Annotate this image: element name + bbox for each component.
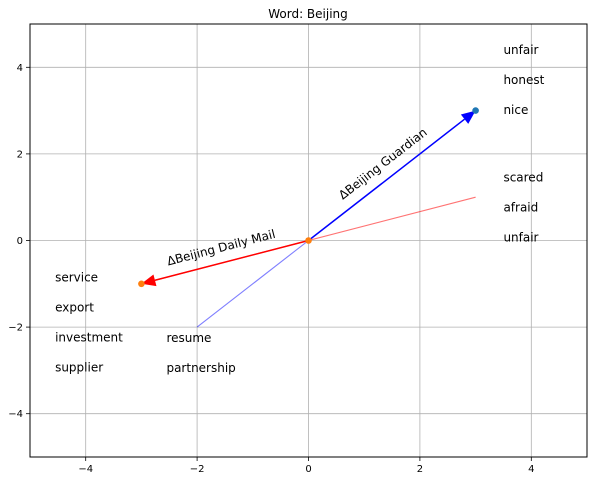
x-tick-label: 4 [528,464,534,475]
guardian-arrow-shaft [308,118,466,242]
word-label: honest [503,73,544,87]
y-tick-label: 0 [17,236,23,247]
x-tick-label: 0 [305,464,311,475]
word-label: unfair [503,231,538,245]
y-tick-label: 4 [17,63,23,74]
word-label: scared [503,171,543,185]
ticks-layer: −4 −2 0 2 4 −4 −2 0 2 4 [8,63,534,475]
word-label: resume [166,331,211,345]
dailymail-point [138,280,145,288]
dailymail-words-left: service export investment supplier [55,270,123,374]
grid-layer [30,24,587,457]
guardian-arrow-head [460,110,476,124]
points-layer [138,107,479,288]
dailymail-arrow-head [141,274,157,287]
y-tick-label: −4 [8,409,23,420]
x-tick-label: −4 [78,464,93,475]
origin [305,237,312,244]
word-label: afraid [503,201,538,215]
word-label: service [55,270,98,284]
word-label: investment [55,330,123,344]
y-tick-label: −2 [8,323,23,334]
guardian-negative-words: scared afraid unfair [503,171,543,245]
dailymail-arrow-label: ΔBeijing Daily Mail [166,227,277,269]
word-label: partnership [166,361,235,375]
x-tick-label: 2 [417,464,423,475]
y-tick-label: 2 [17,149,23,160]
word-label: unfair [503,43,538,57]
words-layer: unfair honest nice scared afraid unfair servic… [55,43,545,375]
blue-direction-line [196,240,309,328]
guardian-arrow-label: ΔBeijing Guardian [336,125,430,202]
guardian-point [472,107,479,114]
dailymail-arrow-shaft [154,239,309,282]
dailymail-words-right: resume partnership [166,331,235,375]
word-label: supplier [55,360,103,374]
guardian-positive-words: unfair honest nice [503,43,544,117]
chart-title: Word: Beijing [268,7,348,21]
word-label: export [55,300,94,314]
x-tick-label: −2 [190,464,205,475]
word-label: nice [503,103,528,117]
